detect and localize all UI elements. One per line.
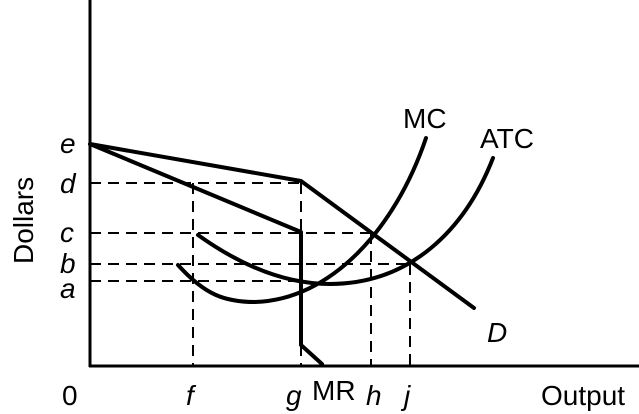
- label-c: c: [60, 217, 74, 248]
- label-f: f: [186, 380, 197, 411]
- origin-label: 0: [62, 380, 78, 411]
- mr-label: MR: [312, 375, 356, 406]
- mc-label: MC: [403, 103, 447, 134]
- label-h: h: [366, 380, 382, 411]
- atc-label: ATC: [480, 123, 534, 154]
- label-b: b: [60, 248, 76, 279]
- mc-curve: [176, 136, 428, 304]
- atc-curve: [196, 156, 495, 286]
- label-d: d: [60, 168, 77, 199]
- demand-label: D: [487, 317, 507, 348]
- y-axis-title: Dollars: [8, 177, 39, 264]
- x-axis-title: Output: [541, 380, 625, 411]
- label-j: j: [400, 380, 411, 411]
- label-g: g: [286, 380, 302, 411]
- label-e: e: [60, 128, 76, 159]
- mr-curve: [88, 142, 324, 366]
- label-a: a: [60, 273, 76, 304]
- demand-curve: [88, 142, 476, 310]
